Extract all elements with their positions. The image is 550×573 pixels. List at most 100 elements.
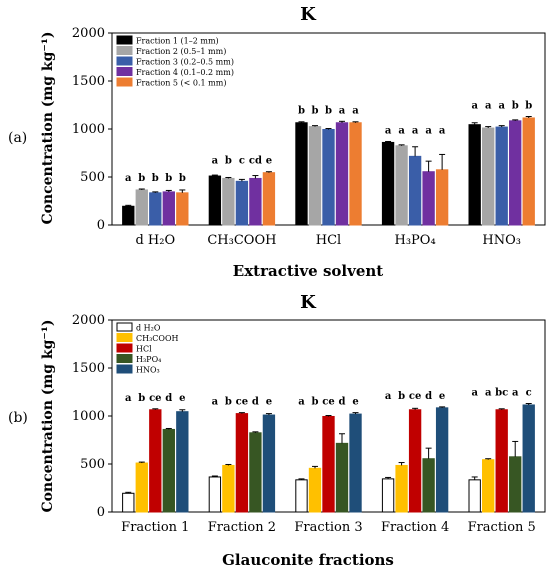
bar (308, 467, 322, 513)
significance-letter: a (298, 397, 305, 408)
legend-swatch (116, 322, 133, 332)
bars-a: a b b b ba b c cd eb b b a aa a a a aa a a b b (122, 101, 535, 226)
chart-title-b: K (300, 292, 317, 313)
significance-letter: a (412, 125, 419, 136)
bar (435, 169, 449, 226)
significance-letter: d (425, 391, 432, 402)
bar (262, 414, 276, 513)
bar (408, 409, 422, 513)
bar (122, 205, 135, 226)
bar (295, 479, 308, 513)
significance-letter: e (266, 156, 272, 167)
bar (522, 404, 535, 513)
legend-swatch (116, 35, 133, 45)
y-tick-label: 2000 (72, 26, 105, 41)
y-tick-label: 1000 (72, 122, 105, 137)
bar (422, 171, 435, 226)
bar (395, 145, 408, 226)
x-tick-label: d H₂O (135, 233, 175, 248)
bar (308, 126, 322, 226)
significance-letter: ce (409, 391, 421, 402)
bar (335, 442, 349, 513)
x-tick-label: Fraction 1 (121, 520, 189, 535)
bar (135, 462, 148, 513)
significance-letter: a (398, 125, 405, 136)
x-ticks-a: d H₂O CH₃COOH HCl H₃PO₄ HNO₃ (135, 233, 521, 248)
significance-letter: e (352, 397, 358, 408)
bar (149, 192, 162, 226)
legend-swatch (116, 364, 133, 374)
significance-letter: c (239, 156, 245, 167)
legend-label: Fraction 5 (< 0.1 mm) (136, 79, 226, 88)
bar (208, 175, 222, 226)
significance-letter: e (266, 397, 272, 408)
bar (295, 122, 308, 226)
y-tick-label: 500 (80, 457, 105, 472)
legend-swatch (116, 46, 133, 55)
significance-letter: b (311, 105, 318, 116)
bar (162, 428, 175, 513)
bar (235, 413, 249, 513)
bar (408, 155, 422, 226)
significance-letter: a (471, 101, 478, 112)
significance-letter: b (512, 101, 519, 112)
x-tick-label: HNO₃ (482, 233, 521, 248)
bar (422, 458, 435, 513)
significance-letter: a (498, 101, 505, 112)
significance-letter: e (179, 393, 185, 404)
significance-letter: a (339, 105, 346, 116)
bar (122, 492, 135, 513)
panel-b: (b) K Concentration (mg kg⁻¹) Glauconite… (8, 292, 546, 569)
bar (509, 456, 522, 513)
significance-letter: a (439, 125, 446, 136)
legend-label: Fraction 4 (0.1–0.2 mm) (136, 68, 234, 77)
bar (208, 476, 222, 513)
legend-label: Fraction 1 (1–2 mm) (136, 37, 219, 46)
y-axis-label-a: Concentration (mg kg⁻¹) (40, 31, 56, 224)
bar (468, 479, 481, 513)
bar (176, 411, 189, 513)
bar (335, 122, 349, 226)
bar (482, 459, 495, 513)
bar (381, 141, 395, 226)
bar (495, 409, 508, 513)
significance-letter: a (385, 391, 392, 402)
significance-letter: a (512, 388, 519, 399)
bar (381, 478, 395, 513)
bar (522, 117, 535, 226)
bar (162, 191, 175, 226)
x-tick-label: H₃PO₄ (395, 233, 436, 248)
bar (495, 126, 508, 226)
significance-letter: d (165, 393, 172, 404)
bar (149, 409, 162, 513)
x-axis-label-a: Extractive solvent (233, 262, 383, 280)
bar (249, 432, 262, 513)
legend-label: HNO₃ (136, 366, 160, 375)
significance-letter: cd (249, 156, 262, 167)
legend-swatch (116, 67, 133, 76)
bar (262, 172, 276, 226)
legend-label: H₃PO₄ (136, 355, 161, 364)
significance-letter: a (385, 125, 392, 136)
x-tick-label: Fraction 2 (208, 520, 276, 535)
y-tick-label: 2000 (72, 313, 105, 328)
legend-swatch (116, 343, 133, 353)
significance-letter: a (125, 393, 132, 404)
significance-letter: a (485, 101, 492, 112)
significance-letter: e (439, 391, 445, 402)
bars-b: a b ce d e a b ce d e a b ce d ea b ce d e a a bc a c (122, 388, 535, 513)
significance-letter: b (165, 173, 172, 184)
significance-letter: b (152, 173, 159, 184)
bar (482, 127, 495, 226)
legend-label: CH₃COOH (136, 334, 179, 343)
x-axis-label-b: Glauconite fractions (222, 551, 394, 569)
significance-letter: d (339, 397, 346, 408)
bar (468, 124, 481, 226)
bar (395, 464, 408, 513)
y-tick-label: 0 (97, 218, 105, 233)
bar (509, 120, 522, 226)
x-tick-label: Fraction 4 (381, 520, 449, 535)
significance-letter: a (485, 388, 492, 399)
